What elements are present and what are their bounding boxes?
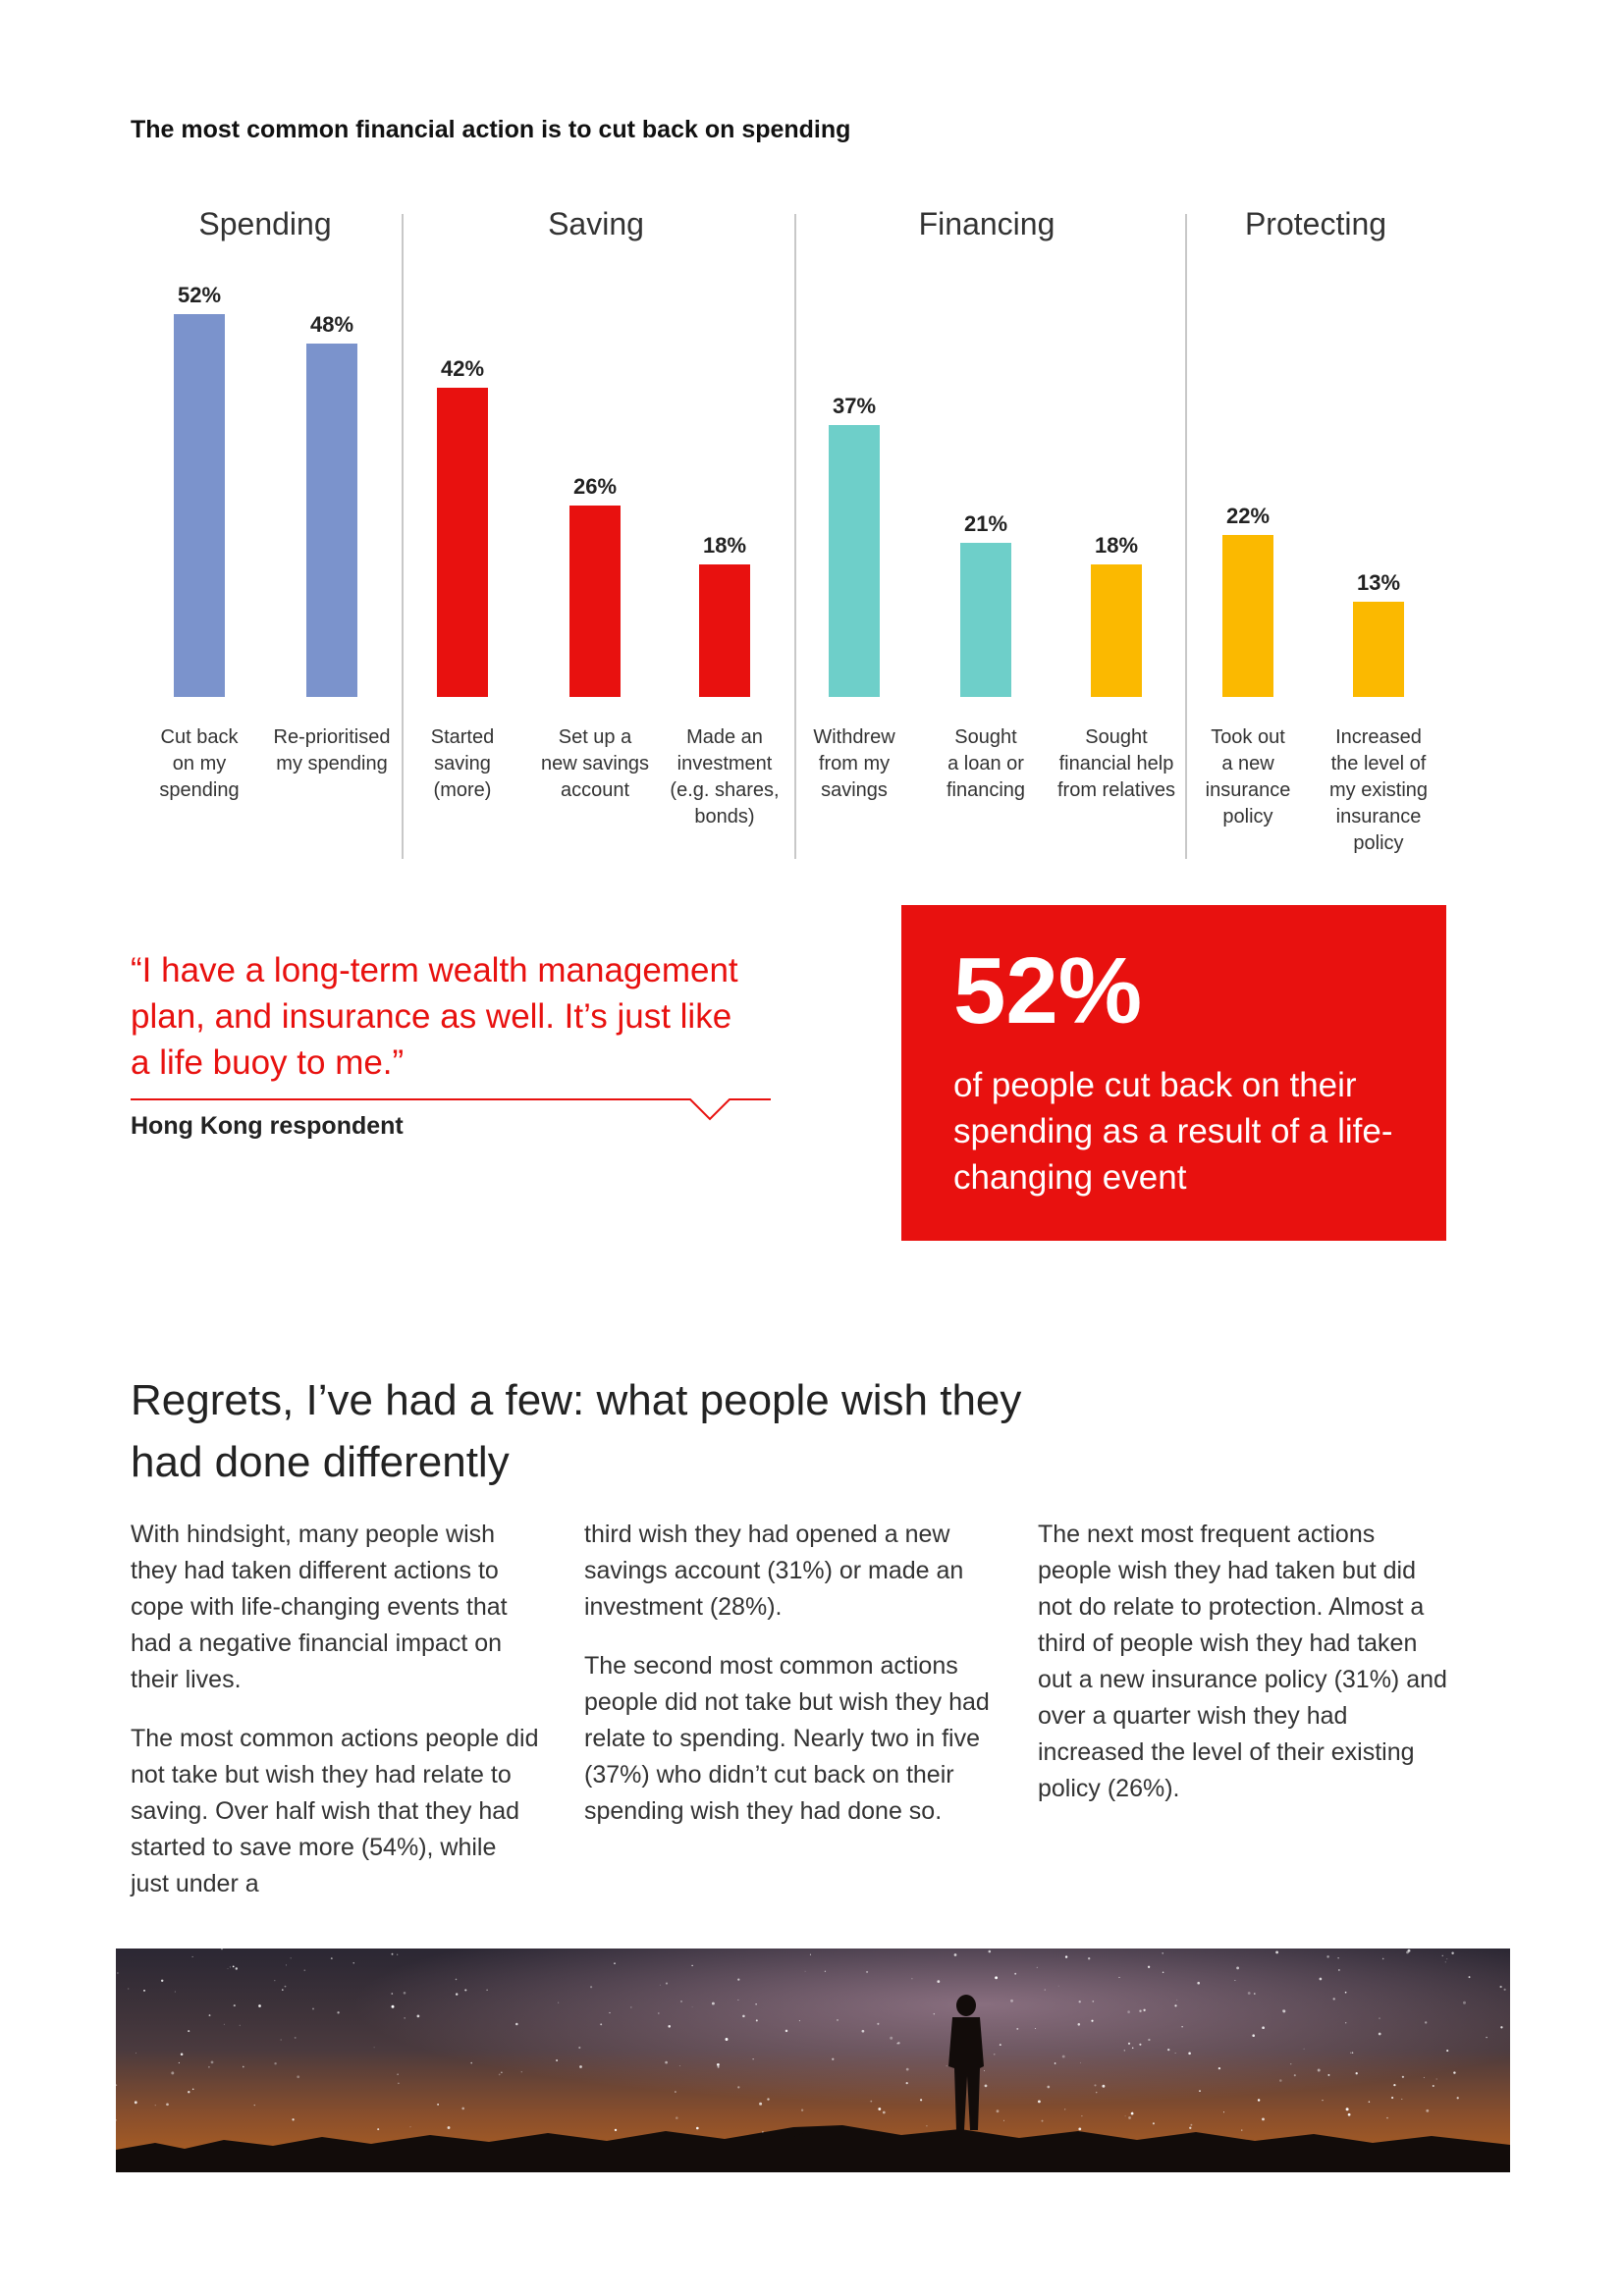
chart-bar (569, 506, 621, 697)
chart-category-label: Withdrew from my savings (813, 726, 895, 801)
chart-group-divider (794, 214, 796, 859)
night-sky-photo (116, 1949, 1510, 2172)
chart-bar (174, 314, 225, 697)
chart-group-label: Spending (198, 206, 332, 241)
stat-description: of people cut back on their spending as … (953, 1066, 1393, 1197)
chart-bar (699, 564, 750, 697)
chart-bar (829, 424, 880, 697)
chart-value-label: 18% (702, 533, 747, 558)
chart-bar (1222, 535, 1273, 697)
chart-category-label: Re-prioritised my spending (273, 726, 391, 774)
paragraph: The second most common actions people di… (584, 1652, 990, 1825)
chart-value-label: 37% (832, 393, 877, 418)
chart-value-label: 13% (1356, 569, 1401, 595)
pull-quote: “I have a long-term wealth management pl… (131, 951, 738, 1082)
chart-category-label: Made an investment (e.g. shares, bonds) (670, 726, 780, 828)
chart-value-label: 21% (963, 510, 1008, 536)
chart-bar (960, 542, 1011, 697)
paragraph: The most common actions people did not t… (131, 1725, 539, 1897)
text-column-1: With hindsight, many people wish they ha… (131, 1517, 541, 1925)
paragraph: The next most frequent actions people wi… (1038, 1521, 1447, 1802)
chart-bar (1353, 601, 1404, 697)
chart-category-label: Took out a new insurance policy (1205, 726, 1291, 828)
text-column-3: The next most frequent actions people wi… (1038, 1517, 1448, 1830)
chart-value-label: 48% (309, 312, 354, 337)
chart-category-label: Set up a new savings account (540, 726, 650, 801)
chart-bar (437, 388, 488, 697)
chart-group-label: Saving (548, 206, 644, 241)
paragraph: third wish they had opened a new savings… (584, 1521, 964, 1621)
paragraph: With hindsight, many people wish they ha… (131, 1521, 508, 1693)
stat-value: 52% (953, 938, 1143, 1043)
chart-group-divider (1185, 214, 1187, 859)
chart-value-label: 52% (177, 283, 222, 307)
chart-category-label: Cut back on my spending (159, 726, 240, 801)
chart-group-label: Protecting (1244, 206, 1387, 241)
text-column-2: third wish they had opened a new savings… (584, 1517, 995, 1852)
chart-category-label: Increased the level of my existing insur… (1328, 726, 1429, 854)
chart-value-label: 26% (572, 474, 618, 499)
chart-title: The most common financial action is to c… (131, 116, 851, 143)
quote-pointer-line (131, 1098, 771, 1121)
chart-category-label: Sought financial help from relatives (1056, 726, 1176, 801)
chart-group-divider (402, 214, 404, 859)
chart-category-label: Started saving (more) (430, 726, 495, 801)
quote-source: Hong Kong respondent (131, 1112, 404, 1140)
section-heading: Regrets, I’ve had a few: what people wis… (131, 1376, 1022, 1486)
chart-value-label: 42% (440, 356, 485, 381)
chart-bar (1091, 564, 1142, 697)
bar-chart: Spending Saving Financing Protecting 52% Cut … (0, 0, 1623, 883)
stat-callout: 52% of people cut back on their spending… (901, 905, 1446, 1241)
chart-group-label: Financing (918, 206, 1055, 241)
chart-category-label: Sought a loan or financing (946, 726, 1026, 801)
chart-value-label: 22% (1225, 504, 1271, 528)
chart-value-label: 18% (1094, 533, 1139, 558)
chart-bar (306, 344, 357, 697)
